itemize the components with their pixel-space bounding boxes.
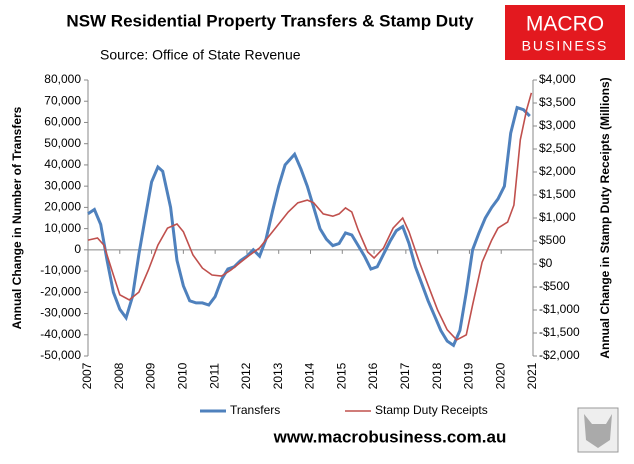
- series-line: [87, 105, 531, 348]
- x-tick-label: 2012: [239, 362, 253, 389]
- y2-tick-label: $2,000: [539, 164, 576, 178]
- y2-tick-label: -$1,000: [539, 302, 580, 316]
- logo-text: MACRO: [526, 13, 604, 36]
- y-tick-label: 20,000: [44, 200, 81, 214]
- x-tick-label: 2009: [144, 362, 158, 389]
- x-tick-label: 2014: [303, 362, 317, 389]
- y2-tick-label: $1,000: [539, 210, 576, 224]
- x-tick-label: 2019: [462, 362, 476, 389]
- y2-tick-label: -$2,000: [539, 348, 580, 362]
- y-tick-label: 30,000: [44, 178, 81, 192]
- y2-tick-label: -$1,500: [539, 325, 580, 339]
- x-tick-label: 2016: [366, 362, 380, 389]
- y2-tick-label: $3,500: [539, 95, 576, 109]
- y2-tick-label: $2,500: [539, 141, 576, 155]
- x-tick-label: 2015: [334, 362, 348, 389]
- y-tick-label: 40,000: [44, 157, 81, 171]
- logo-text: BUSINESS: [522, 38, 609, 54]
- y2-tick-label: $500: [539, 233, 566, 247]
- logo-icon: [584, 414, 612, 448]
- y2-tick-label: $3,000: [539, 118, 576, 132]
- x-tick-label: 2011: [207, 363, 221, 389]
- x-tick-label: 2021: [525, 362, 539, 389]
- x-tick-label: 2008: [112, 362, 126, 389]
- x-tick-label: 2010: [176, 362, 190, 389]
- y2-axis-label: Annual Change in Stamp Duty Receipts (Mi…: [598, 77, 612, 358]
- series-line: [87, 92, 533, 341]
- y-tick-label: 70,000: [44, 93, 81, 107]
- x-tick-label: 2013: [271, 362, 285, 389]
- y2-tick-label: $0: [539, 256, 553, 270]
- y-tick-label: -20,000: [40, 284, 81, 298]
- y-tick-label: -30,000: [40, 306, 81, 320]
- chart-title: NSW Residential Property Transfers & Sta…: [66, 11, 474, 30]
- legend-label: Transfers: [230, 403, 280, 417]
- x-tick-label: 2007: [80, 362, 94, 389]
- y-tick-label: -50,000: [40, 348, 81, 362]
- y2-tick-label: $1,500: [539, 187, 576, 201]
- y-tick-label: -40,000: [40, 327, 81, 341]
- y-tick-label: -10,000: [40, 263, 81, 277]
- x-tick-label: 2020: [493, 362, 507, 389]
- x-tick-label: 2018: [430, 362, 444, 389]
- logo-box: [505, 5, 625, 60]
- y-tick-label: 80,000: [44, 72, 81, 86]
- legend-label: Stamp Duty Receipts: [375, 403, 488, 417]
- footer: www.macrobusiness.com.au: [273, 427, 507, 446]
- y-tick-label: 50,000: [44, 136, 81, 150]
- x-tick-label: 2017: [398, 362, 412, 389]
- y-tick-label: 60,000: [44, 115, 81, 129]
- chart-subtitle: Source: Office of State Revenue: [100, 47, 301, 63]
- y-tick-label: 0: [74, 242, 81, 256]
- y-axis-label: Annual Change in Number of Transfers: [10, 106, 24, 329]
- y2-tick-label: -$500: [539, 279, 570, 293]
- y2-tick-label: $4,000: [539, 72, 576, 86]
- y-tick-label: 10,000: [44, 221, 81, 235]
